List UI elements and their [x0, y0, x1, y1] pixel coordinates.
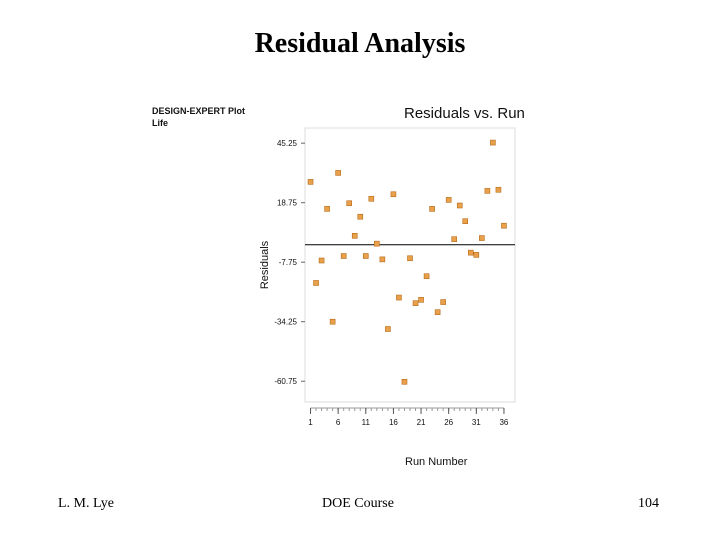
y-axis-label: Residuals: [259, 240, 271, 289]
residual-point: [362, 253, 369, 259]
residual-point: [456, 202, 463, 209]
residual-point: [473, 252, 480, 258]
residual-point: [429, 206, 435, 212]
residuals-vs-run-chart: DESIGN-EXPERT Plot Life Residuals vs. Ru…: [152, 105, 525, 468]
residual-point: [340, 253, 347, 259]
residual-point: [346, 200, 353, 207]
residual-point: [423, 273, 430, 280]
y-tick-label: -34.25: [274, 318, 297, 327]
residual-point: [396, 294, 402, 301]
residual-point: [490, 139, 496, 146]
residual-point: [357, 213, 364, 220]
x-tick-label: 21: [417, 418, 426, 427]
x-tick-label: 16: [389, 418, 398, 427]
y-axis-ticks: 45.25 18.75 -7.75 -34.25 -60.75: [274, 139, 305, 386]
residual-point: [440, 299, 446, 305]
residual-point: [368, 195, 375, 202]
plot-frame: [304, 127, 516, 403]
footer-course: DOE Course: [322, 496, 394, 511]
chart-title: Residuals vs. Run: [404, 105, 525, 122]
footer-page-number: 104: [638, 496, 659, 511]
y-tick-label: 18.75: [277, 199, 298, 208]
residual-point: [479, 235, 485, 241]
x-tick-label: 36: [499, 418, 508, 427]
residual-point: [379, 256, 386, 263]
residual-point: [418, 297, 424, 303]
residual-point: [390, 191, 397, 198]
x-tick-label: 11: [362, 418, 371, 427]
residual-point: [335, 170, 341, 176]
residual-point: [318, 257, 325, 264]
residual-points: [307, 139, 507, 385]
design-expert-label: DESIGN-EXPERT Plot: [152, 106, 245, 116]
x-tick-label: 1: [308, 418, 313, 427]
x-tick-label: 31: [472, 418, 481, 427]
residual-point: [462, 218, 469, 225]
residual-point: [451, 236, 458, 242]
residual-point: [445, 197, 452, 203]
residual-point: [401, 378, 408, 385]
residual-point: [501, 222, 507, 229]
residual-point: [407, 255, 413, 262]
residual-point: [324, 206, 330, 212]
x-tick-label: 26: [444, 418, 453, 427]
y-tick-label: -60.75: [274, 377, 297, 386]
residual-point: [412, 300, 419, 306]
x-tick-label: 6: [336, 418, 341, 427]
residual-point: [307, 179, 314, 185]
y-tick-label: -7.75: [279, 258, 298, 267]
x-axis-label: Run Number: [405, 456, 468, 468]
y-tick-label: 45.25: [277, 139, 298, 148]
residual-point: [351, 233, 358, 239]
residual-point: [495, 186, 502, 193]
residual-point: [374, 240, 380, 247]
response-label: Life: [152, 118, 168, 128]
residual-point: [385, 326, 391, 332]
x-axis-ticks: 1 6 11 16 21 26 31 36: [308, 407, 509, 427]
residual-point: [434, 309, 441, 315]
residual-point: [313, 280, 319, 286]
slide-title: Residual Analysis: [254, 28, 466, 59]
residual-point: [329, 318, 336, 325]
residual-point: [484, 188, 491, 194]
footer-author: L. M. Lye: [58, 496, 114, 511]
residual-point: [467, 249, 474, 256]
